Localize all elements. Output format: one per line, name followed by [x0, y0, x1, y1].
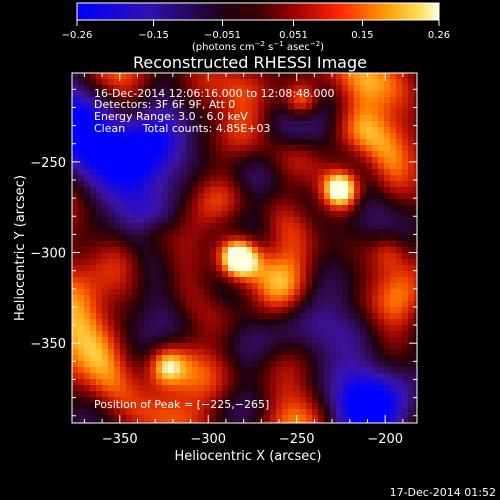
annotation-energy-range: Energy Range: 3.0 - 6.0 keV: [94, 110, 248, 123]
annotations: 16-Dec-2014 12:06:16.000 to 12:08:48.000…: [94, 87, 335, 411]
x-tick-label: −300: [190, 432, 226, 447]
annotation-clean-counts: Clean Total counts: 4.85E+03: [94, 122, 271, 135]
x-tick-label: −200: [367, 432, 403, 447]
colorbar-ticks: −0.26 −0.15 −0.051 0.051 0.15 0.26: [62, 20, 450, 41]
y-tick-label: −300: [30, 247, 66, 262]
x-axis-title: Heliocentric X (arcsec): [175, 449, 322, 464]
footer-timestamp: 17-Dec-2014 01:52: [390, 486, 496, 499]
y-tick-label: −250: [30, 156, 66, 171]
chart-title: Reconstructed RHESSI Image: [133, 53, 367, 72]
plot-frame: [71, 72, 418, 424]
colorbar-tick-label: −0.15: [138, 30, 169, 41]
annotation-detectors: Detectors: 3F 6F 9F, Att 0: [94, 98, 235, 111]
annotation-time-range: 16-Dec-2014 12:06:16.000 to 12:08:48.000: [94, 87, 335, 100]
colorbar: −0.26 −0.15 −0.051 0.051 0.15 0.26 (photons c…: [62, 2, 450, 53]
colorbar-tick-label: 0.26: [428, 30, 450, 41]
plot-area: −350 −300 −250 −200 −250 −300 −350: [30, 72, 418, 447]
x-tick-label: −350: [102, 432, 138, 447]
colorbar-tick-label: −0.051: [204, 30, 241, 41]
colorbar-tick-label: 0.15: [351, 30, 373, 41]
axis-ticks: −350 −300 −250 −200 −250 −300 −350: [30, 73, 417, 447]
colorbar-tick-label: −0.26: [62, 30, 93, 41]
heatmap-image: [72, 73, 417, 423]
colorbar-tick-label: 0.051: [279, 30, 308, 41]
y-tick-label: −350: [30, 337, 66, 352]
x-tick-label: −250: [279, 432, 315, 447]
y-axis-title: Heliocentric Y (arcsec): [13, 175, 28, 321]
annotation-peak-position: Position of Peak = [−225,−265]: [94, 398, 269, 411]
colorbar-gradient: [76, 2, 440, 21]
colorbar-units: (photons cm−2 s−1 asec−2): [192, 40, 324, 53]
